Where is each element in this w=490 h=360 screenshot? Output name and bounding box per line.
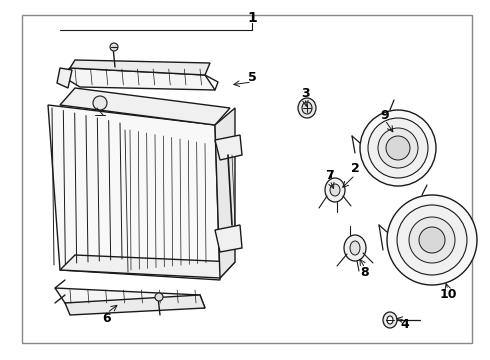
Polygon shape <box>215 108 235 278</box>
Text: 8: 8 <box>361 266 369 279</box>
Text: 3: 3 <box>301 86 309 99</box>
Ellipse shape <box>378 128 418 168</box>
Text: 6: 6 <box>103 311 111 324</box>
Ellipse shape <box>93 96 107 110</box>
Ellipse shape <box>387 195 477 285</box>
Ellipse shape <box>419 227 445 253</box>
Polygon shape <box>60 88 230 125</box>
Text: 5: 5 <box>247 71 256 84</box>
Polygon shape <box>215 135 242 160</box>
Ellipse shape <box>155 293 163 301</box>
Ellipse shape <box>302 102 312 114</box>
Ellipse shape <box>360 110 436 186</box>
Text: 10: 10 <box>439 288 457 302</box>
Text: 7: 7 <box>326 168 334 181</box>
Text: 1: 1 <box>247 11 257 25</box>
Ellipse shape <box>325 178 345 202</box>
Polygon shape <box>57 68 72 88</box>
Text: 9: 9 <box>381 108 390 122</box>
Ellipse shape <box>350 241 360 255</box>
Polygon shape <box>55 288 205 308</box>
Ellipse shape <box>386 136 410 160</box>
Polygon shape <box>48 105 220 280</box>
Ellipse shape <box>344 235 366 261</box>
Text: 2: 2 <box>351 162 359 175</box>
Polygon shape <box>70 60 210 75</box>
Polygon shape <box>215 225 242 252</box>
Ellipse shape <box>298 98 316 118</box>
Ellipse shape <box>409 217 455 263</box>
Polygon shape <box>65 295 205 315</box>
Ellipse shape <box>110 43 118 51</box>
Ellipse shape <box>397 205 467 275</box>
Ellipse shape <box>368 118 428 178</box>
Text: 4: 4 <box>401 319 409 332</box>
Ellipse shape <box>387 316 393 324</box>
Ellipse shape <box>383 312 397 328</box>
Ellipse shape <box>330 184 340 196</box>
Polygon shape <box>60 68 215 90</box>
Polygon shape <box>60 255 235 278</box>
